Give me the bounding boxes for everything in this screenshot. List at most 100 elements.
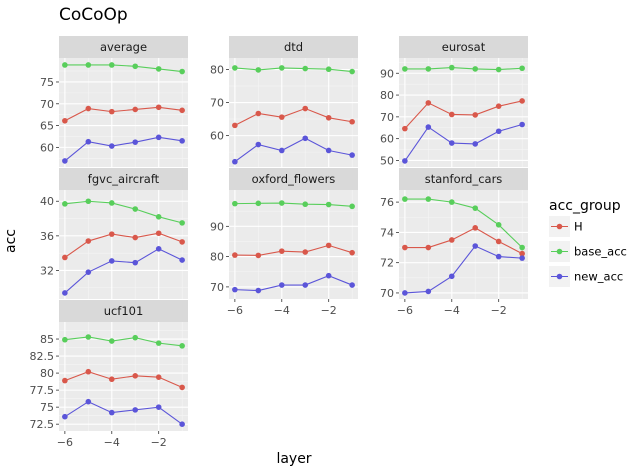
series-line-new_acc — [64, 136, 183, 162]
data-point-H — [325, 242, 332, 249]
data-point-base_acc — [62, 336, 68, 343]
series-line-H — [404, 227, 523, 255]
x-tick-label: −2 — [321, 304, 337, 317]
data-point-base_acc — [448, 199, 455, 205]
data-point-H — [232, 122, 238, 129]
minor-gridlines — [59, 322, 188, 431]
facet-strip-label: eurosat — [442, 40, 486, 54]
y-tick-label: 85 — [40, 333, 54, 346]
data-point-H — [495, 103, 502, 109]
data-point-H — [349, 249, 355, 256]
facet-strip-label: stanford_cars — [425, 172, 503, 186]
y-tick-label: 50 — [380, 154, 394, 167]
series-line-base_acc — [234, 202, 353, 207]
minor-gridlines — [229, 58, 358, 167]
x-tick-label: −6 — [397, 304, 413, 317]
data-point-new_acc — [132, 407, 139, 413]
panel-background — [59, 190, 188, 299]
data-point-H — [495, 238, 502, 245]
y-tick-label: 72 — [380, 257, 394, 270]
data-point-H — [425, 244, 432, 251]
data-point-H — [519, 98, 525, 104]
data-point-new_acc — [108, 409, 115, 416]
data-point-new_acc — [425, 288, 432, 295]
data-point-H — [85, 238, 92, 244]
data-point-H — [62, 254, 68, 261]
data-point-base_acc — [278, 200, 285, 206]
x-tick-label: −2 — [151, 436, 167, 449]
data-point-new_acc — [349, 282, 355, 288]
data-point-base_acc — [325, 201, 332, 208]
series-line-base_acc — [64, 336, 183, 347]
y-tick-label: 76 — [380, 196, 394, 209]
data-point-H — [255, 252, 262, 259]
data-point-new_acc — [402, 158, 408, 164]
data-point-new_acc — [519, 255, 525, 261]
y-axis-title: acc — [3, 229, 19, 253]
data-point-base_acc — [448, 64, 455, 71]
x-tick-label: −6 — [227, 304, 243, 317]
major-gridlines — [399, 190, 528, 299]
data-point-new_acc — [255, 141, 262, 148]
panel-background — [399, 190, 528, 299]
x-tick-label: −2 — [491, 304, 507, 317]
data-point-H — [155, 374, 162, 380]
data-point-new_acc — [472, 243, 479, 249]
facet-eurosat: eurosat 50 60 70 80 90 — [380, 36, 528, 167]
x-axis-title: layer — [276, 451, 311, 467]
data-point-base_acc — [232, 200, 238, 207]
y-tick-label: 80 — [210, 251, 224, 264]
y-tick-label: 60 — [380, 133, 394, 146]
data-point-base_acc — [349, 68, 355, 75]
legend-title: acc_group — [549, 198, 621, 214]
panel-background — [229, 190, 358, 299]
data-point-base_acc — [232, 65, 238, 71]
data-point-new_acc — [132, 139, 139, 145]
series-line-H — [234, 244, 353, 256]
data-point-base_acc — [132, 63, 139, 70]
y-tick-label: 70 — [40, 98, 54, 111]
data-point-new_acc — [278, 147, 285, 154]
data-point-H — [179, 239, 185, 245]
data-point-new_acc — [448, 273, 455, 280]
y-tick-label: 80 — [210, 64, 224, 77]
data-point-base_acc — [519, 65, 525, 72]
x-tick-label: −4 — [444, 304, 460, 317]
data-point-base_acc — [402, 196, 408, 202]
data-point-base_acc — [108, 338, 115, 344]
data-point-H — [472, 112, 479, 118]
data-point-base_acc — [425, 196, 432, 202]
facet-strip-label: ucf101 — [104, 304, 144, 318]
data-point-H — [108, 376, 115, 383]
series-line-H — [404, 100, 523, 130]
y-tick-label: 74 — [380, 226, 394, 239]
y-tick-label: 40 — [40, 195, 54, 208]
y-tick-label: 90 — [210, 220, 224, 233]
legend-item-base_acc: base_acc — [549, 241, 627, 262]
y-tick-label: 75 — [40, 401, 54, 414]
data-point-new_acc — [179, 421, 185, 427]
facet-ucf101: ucf101 72.5 75 77.5 80 82.5 85 −6 −4 −2 — [30, 300, 188, 449]
data-point-H — [472, 225, 479, 231]
data-point-new_acc — [495, 253, 502, 260]
series-line-base_acc — [234, 67, 353, 73]
data-point-new_acc — [278, 282, 285, 288]
data-point-new_acc — [179, 257, 185, 263]
data-point-base_acc — [85, 198, 92, 205]
facet-dtd: dtd 60 70 80 — [210, 36, 358, 167]
data-point-H — [255, 110, 262, 117]
facet-strip-label: average — [100, 40, 147, 54]
legend-label: base_acc — [574, 245, 627, 259]
data-point-new_acc — [85, 138, 92, 145]
data-point-new_acc — [472, 141, 479, 147]
facet-strip — [59, 36, 188, 58]
data-point-base_acc — [349, 203, 355, 210]
data-point-base_acc — [85, 334, 92, 340]
data-point-base_acc — [155, 340, 162, 346]
data-point-H — [132, 106, 139, 113]
facet-strip — [399, 36, 528, 58]
series-line-H — [64, 232, 183, 258]
data-point-H — [349, 118, 355, 125]
data-point-H — [108, 231, 115, 237]
facet-strip — [59, 168, 188, 190]
